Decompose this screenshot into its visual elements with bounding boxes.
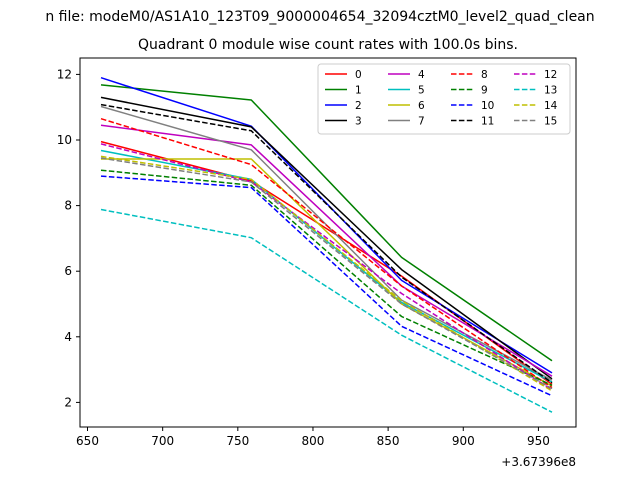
- legend-label-2: 2: [355, 100, 362, 112]
- x-offset-label: +3.67396e8: [501, 455, 576, 469]
- series-line-10: [100, 175, 553, 397]
- series-line-14: [100, 155, 553, 392]
- chart-title: Quadrant 0 module wise count rates with …: [138, 37, 518, 53]
- y-tick-label: 2: [64, 395, 72, 409]
- legend-label-11: 11: [481, 116, 494, 128]
- legend-label-6: 6: [418, 100, 425, 112]
- legend-label-0: 0: [355, 69, 362, 81]
- legend-label-7: 7: [418, 116, 425, 128]
- series-line-1: [100, 84, 553, 362]
- legend-label-10: 10: [481, 100, 494, 112]
- legend-label-4: 4: [418, 69, 425, 81]
- x-tick-label: 650: [76, 434, 99, 448]
- series-layer: [100, 76, 553, 413]
- legend-label-13: 13: [544, 85, 557, 97]
- figure-suptitle: n file: modeM0/AS1A10_123T09_9000004654_…: [45, 9, 594, 25]
- series-line-11: [100, 103, 553, 384]
- legend-box: [317, 63, 571, 135]
- x-tick-label: 850: [377, 434, 400, 448]
- legend-label-15: 15: [544, 116, 557, 128]
- x-tick-label: 900: [452, 434, 475, 448]
- series-line-4: [100, 124, 553, 377]
- legend-label-3: 3: [355, 116, 362, 128]
- series-line-13: [100, 208, 553, 413]
- y-tick-label: 10: [57, 133, 72, 147]
- y-tick-label: 12: [57, 67, 72, 81]
- legend-label-9: 9: [481, 85, 488, 97]
- legend-label-8: 8: [481, 69, 488, 81]
- series-line-6: [101, 158, 553, 387]
- x-tick-label: 750: [226, 434, 249, 448]
- y-tick-label: 8: [64, 199, 72, 213]
- legend-label-12: 12: [544, 69, 557, 81]
- series-line-3: [100, 96, 553, 380]
- x-tick-label: 800: [302, 434, 325, 448]
- series-line-12: [100, 143, 553, 391]
- x-tick-label: 700: [151, 434, 174, 448]
- legend-label-5: 5: [418, 85, 425, 97]
- y-tick-label: 4: [64, 330, 72, 344]
- legend-label-1: 1: [355, 85, 362, 97]
- series-line-15: [100, 157, 553, 390]
- axes-frame: [79, 57, 577, 428]
- series-line-8: [100, 117, 553, 389]
- x-tick-label: 950: [527, 434, 550, 448]
- series-line-9: [100, 169, 553, 386]
- legend-label-14: 14: [544, 100, 558, 112]
- y-tick-label: 6: [64, 264, 72, 278]
